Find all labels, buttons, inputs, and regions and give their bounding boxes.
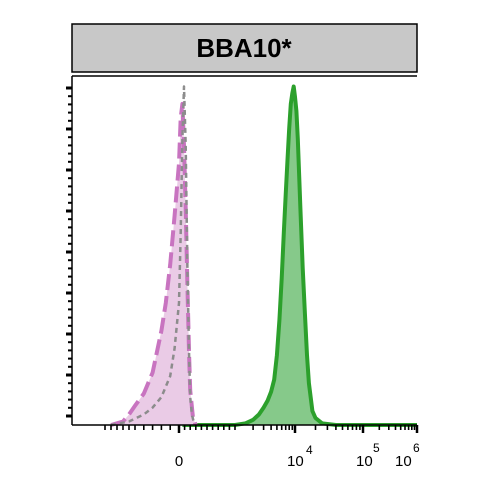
isotype-histogram-grey-outline [110,85,197,427]
sample-histogram-green-fill [182,86,417,425]
x-tick-label-10e4: 10 [287,453,304,470]
series-layer [110,84,417,427]
x-tick-label-10e4-exponent: 4 [306,443,313,457]
x-tick-label-10e5-base: 10 [356,453,373,470]
chart-title: BBA10* [196,33,292,63]
x-tick-label-10e6: 10 [395,453,412,470]
title-bar [71,23,418,73]
x-tick-label-10e6-base: 10 [395,453,412,470]
y-axis-ticks [66,86,72,418]
sample-histogram-green-outline [182,84,417,427]
x-tick-label-10e6-exponent: 6 [413,441,420,455]
x-tick-label-0: 0 [175,453,183,470]
x-tick-label-10e4-base: 10 [287,453,304,470]
x-tick-label-10e5-exponent: 5 [373,441,380,455]
control-histogram-pink-outline [110,101,198,427]
control-histogram-pink-fill [111,103,196,426]
x-axis-ticks [104,425,419,433]
x-tick-label-10e5: 10 [356,453,373,470]
